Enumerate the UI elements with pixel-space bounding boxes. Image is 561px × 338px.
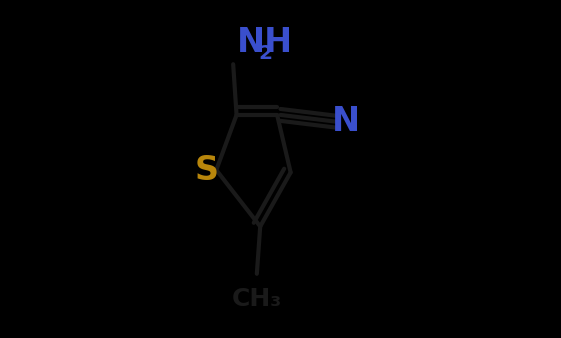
Text: NH: NH <box>237 26 293 59</box>
Text: S: S <box>195 153 219 187</box>
Text: 2: 2 <box>259 44 273 63</box>
Text: N: N <box>332 105 361 138</box>
Text: CH₃: CH₃ <box>232 287 282 311</box>
